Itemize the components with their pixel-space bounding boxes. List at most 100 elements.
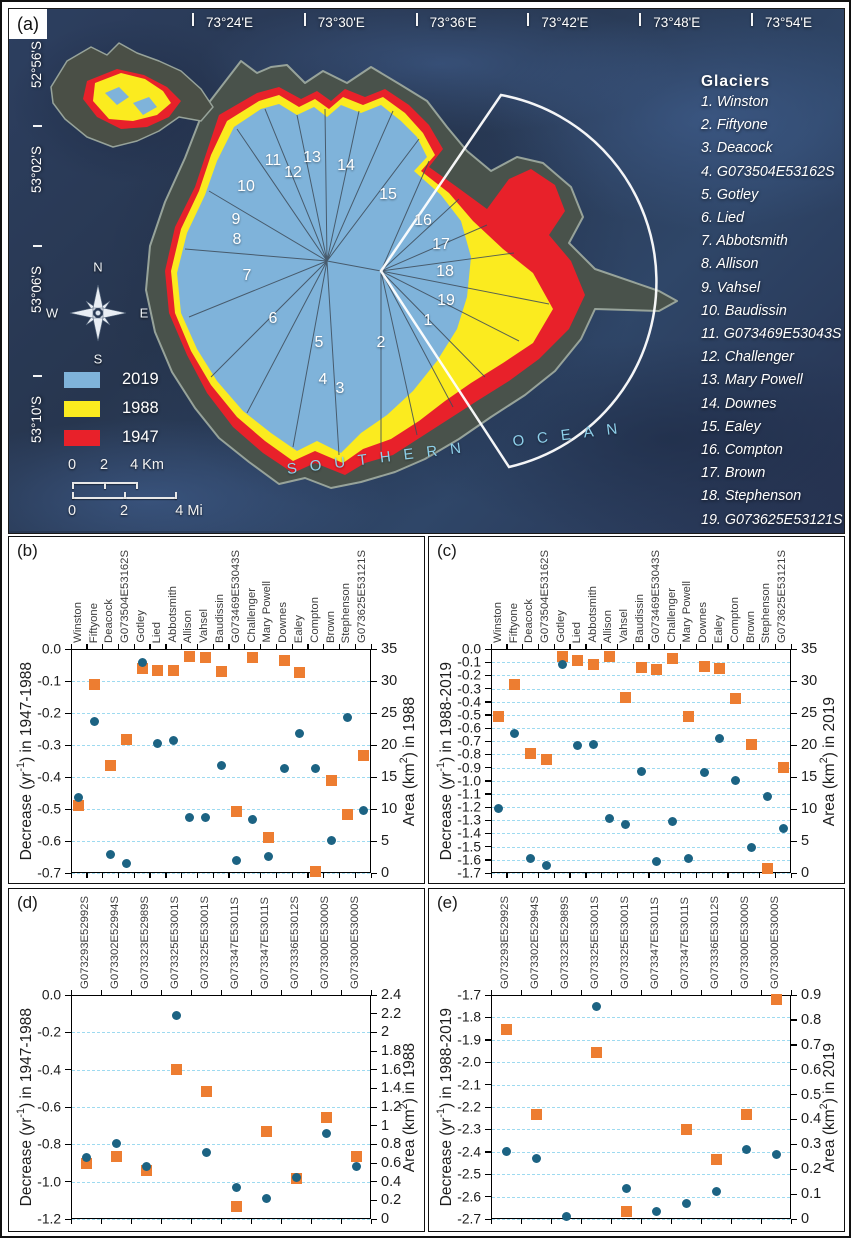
x-category-label: Baudissin	[214, 594, 226, 643]
compass-star	[69, 284, 127, 342]
right-tick-label: 25	[381, 705, 398, 721]
x-category-label: G073469E53043S	[229, 550, 242, 643]
right-axis-tick	[791, 1069, 797, 1071]
right-axis-tick	[371, 1143, 377, 1146]
left-tick-label: 0.0	[461, 641, 481, 657]
left-tick-label: -2.3	[457, 1121, 481, 1137]
category-tick-bottom	[196, 873, 199, 878]
scale-mi-label: 2	[119, 503, 129, 519]
category-tick-bottom	[553, 873, 555, 878]
grid-line	[492, 701, 790, 703]
data-point-circle	[683, 854, 693, 863]
data-point-square	[620, 1206, 632, 1218]
plot-area	[491, 649, 791, 873]
left-axis-tick	[485, 753, 491, 756]
category-tick-bottom	[323, 873, 325, 878]
category-tick-top	[700, 990, 702, 995]
right-axis-tick	[791, 776, 797, 778]
sector-outline	[379, 93, 658, 469]
grid-line	[492, 741, 790, 743]
compass-letter: W	[45, 305, 59, 321]
grid-line	[72, 1107, 370, 1108]
grid-line	[492, 793, 790, 795]
left-axis-tick	[485, 780, 491, 782]
right-tick-label: 10	[801, 801, 818, 817]
data-point-circle	[295, 728, 305, 738]
data-point-square	[199, 651, 211, 663]
category-tick-bottom	[640, 1219, 642, 1224]
x-category-label: Stephenson	[760, 582, 773, 643]
glacier-list-item: 2. Fiftyone	[701, 117, 768, 134]
category-tick-bottom	[537, 873, 540, 878]
category-tick-bottom	[774, 873, 776, 878]
x-category-label: Downes	[277, 602, 290, 643]
data-point-square	[80, 1157, 92, 1169]
category-tick-bottom	[490, 873, 492, 878]
left-tick-label: -2.0	[457, 1054, 481, 1070]
x-category-label: Challenger	[665, 588, 678, 643]
x-category-label: G073293E52992S	[79, 896, 91, 989]
grid-line	[72, 873, 370, 874]
right-axis-tick	[371, 744, 377, 746]
scale-km-label: 4 Km	[130, 457, 164, 473]
grid-line	[492, 1084, 790, 1086]
legend-swatch	[64, 400, 100, 417]
right-tick-label: 10	[381, 801, 398, 817]
chart-panel-label: (b)	[17, 541, 38, 560]
left-tick-label: -0.8	[37, 1136, 61, 1152]
data-point-circle	[652, 856, 662, 866]
category-tick-bottom	[632, 873, 634, 878]
islet-extent-2019	[133, 97, 157, 115]
scale-mi-tick	[72, 492, 74, 499]
latitude-tick	[33, 375, 42, 377]
longitude-tick	[639, 13, 642, 26]
x-category-label: Winston	[491, 602, 504, 643]
x-category-label: G073504E53162S	[539, 550, 552, 643]
category-tick-bottom	[190, 1219, 192, 1224]
map-number: 4	[318, 371, 328, 388]
category-tick-top	[181, 644, 183, 649]
category-tick-top	[130, 990, 132, 995]
category-tick-bottom	[280, 1219, 282, 1224]
right-tick-label: 0	[381, 1211, 390, 1227]
chart-panel-label: (d)	[17, 893, 38, 912]
left-tick-label: -1.4	[457, 825, 481, 841]
left-tick-label: -0.1	[37, 673, 61, 689]
grid-line	[492, 846, 790, 848]
chart-panel-d: (d) 0.0 -0.2 -0.4 -0.6 -0.8 -1.0 -1.2 2.4 2.2 2 1.8…	[8, 888, 425, 1232]
right-axis-tick	[791, 1019, 797, 1021]
right-tick-label: 0.2	[381, 1192, 402, 1209]
data-point-circle	[263, 851, 273, 861]
data-point-square	[231, 806, 243, 818]
right-axis-tick	[791, 648, 797, 650]
category-tick-top	[679, 644, 682, 649]
left-tick-label: -0.7	[37, 865, 61, 881]
left-tick-label: -1.5	[457, 839, 481, 855]
right-axis-tick	[371, 712, 377, 714]
grid-line	[492, 688, 790, 690]
glacier-list-item: 14. Downes	[701, 395, 777, 412]
glacier-list-item: 7. Abbotsmith	[701, 233, 788, 250]
category-tick-bottom	[244, 873, 246, 878]
category-tick-top	[220, 990, 222, 995]
category-tick-top	[580, 990, 582, 995]
data-point-square	[761, 863, 773, 875]
longitude-label: 73°36'E	[429, 15, 477, 30]
left-tick-label: -0.2	[37, 705, 61, 721]
scale-mi-label: 0	[67, 503, 77, 519]
category-tick-top	[790, 644, 792, 649]
right-axis-tick	[791, 712, 797, 714]
data-point-circle	[232, 856, 242, 866]
map-number: 13	[303, 149, 321, 166]
right-tick-label: 30	[801, 673, 818, 689]
grid-line	[72, 1069, 370, 1071]
left-axis-tick	[485, 1106, 491, 1108]
right-axis-title: Area (km2) in 1988	[398, 1042, 419, 1172]
category-tick-bottom	[165, 873, 167, 878]
map-number: 8	[232, 231, 242, 248]
right-tick-label: 0.6	[801, 1061, 822, 1078]
right-tick-label: 15	[801, 769, 818, 785]
left-axis-tick	[65, 808, 71, 810]
left-tick-label: -1.0	[457, 773, 481, 789]
legend-label: 1988	[122, 399, 159, 417]
